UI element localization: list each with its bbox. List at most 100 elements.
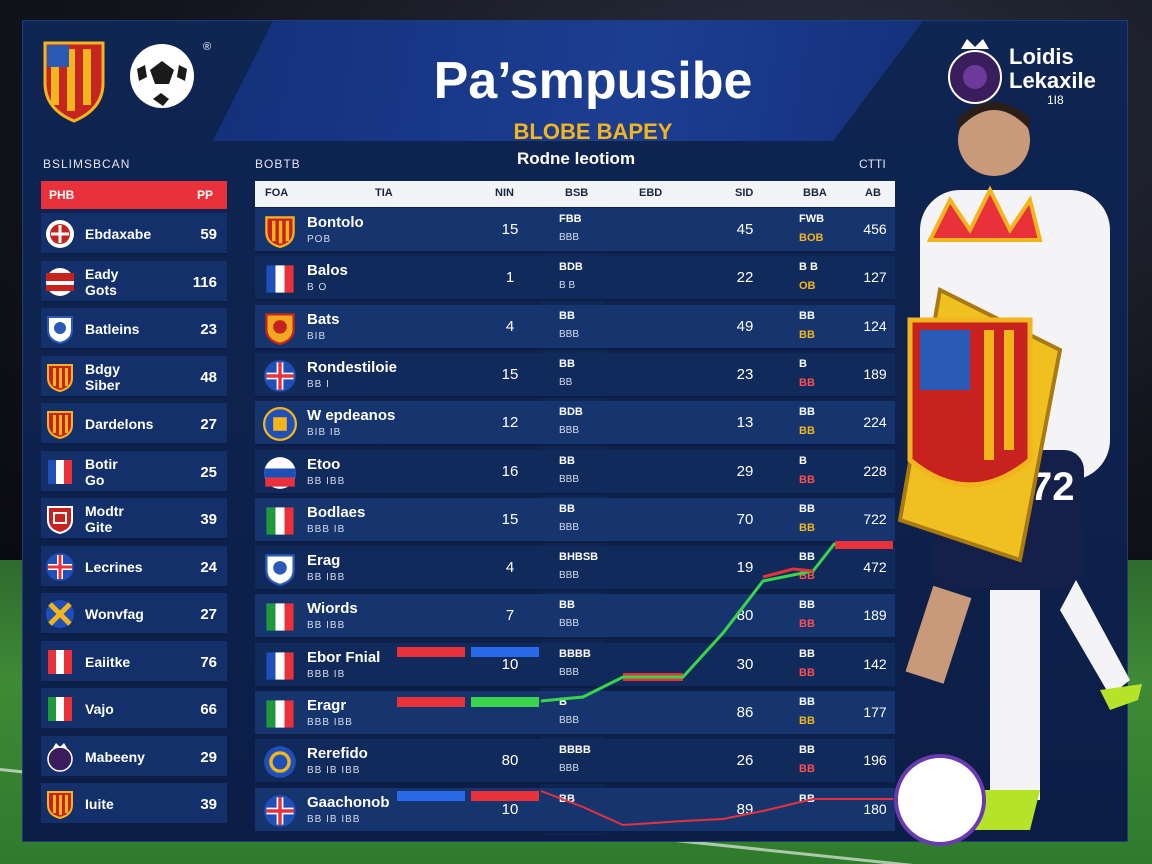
cell-goals: 30 bbox=[736, 655, 754, 673]
cell-points: 224 bbox=[863, 414, 887, 431]
cell-form-top: BB bbox=[799, 551, 815, 564]
left-table-row[interactable]: Lecrines 24 bbox=[41, 545, 227, 588]
table-row[interactable]: Balos B O 1 BDB B B 22 B B OB 127 bbox=[255, 256, 895, 302]
cell-form-bottom: BOB bbox=[799, 232, 824, 244]
cell-played: 16 bbox=[501, 462, 519, 480]
club-crest-icon bbox=[43, 41, 105, 123]
main-table-title: Rodne leotiom bbox=[517, 149, 636, 168]
col-header: SID bbox=[735, 187, 754, 199]
left-table-row[interactable]: Ebdaxabe 59 bbox=[41, 213, 227, 255]
left-table-row[interactable]: Wonvfag 27 bbox=[41, 593, 227, 635]
left-table-row[interactable]: Eaiitke 76 bbox=[41, 640, 227, 683]
cell-points: 456 bbox=[863, 221, 887, 237]
cell-points: 177 bbox=[863, 704, 887, 720]
left-table-row[interactable]: Iuite 39 bbox=[41, 783, 227, 825]
table-row[interactable]: Etoo BB IBB 16 BB BBB 29 B BB 228 bbox=[255, 449, 895, 495]
table-row[interactable]: Bodlaes BBB IB 15 BB BBB 70 BB BB 722 bbox=[255, 497, 895, 543]
page-title: Pa’smpusibe bbox=[433, 52, 753, 110]
cell-played: 15 bbox=[501, 221, 519, 238]
cell-points: 722 bbox=[863, 510, 887, 527]
team-value: 29 bbox=[200, 748, 217, 766]
cell-form-bottom: BB bbox=[799, 521, 815, 534]
col-header: BBA bbox=[803, 187, 827, 199]
col-header: AB bbox=[865, 187, 881, 199]
table-row[interactable]: Rondestiloie BB I 15 BB BB 23 B BB 189 bbox=[255, 352, 895, 398]
team-name: Balos bbox=[307, 262, 348, 280]
cell-points: 189 bbox=[863, 365, 887, 382]
cell-goals: 70 bbox=[736, 510, 754, 528]
cell-form-bottom: BB bbox=[799, 715, 815, 727]
left-table-row[interactable]: Bdgy Siber 48 bbox=[41, 355, 227, 398]
team-value: 76 bbox=[200, 653, 217, 671]
table-row[interactable]: Rerefido BB IB IBB 80 BBBB BBB 26 BB BB 196 bbox=[255, 739, 895, 785]
cell-form-top: BB bbox=[799, 309, 815, 322]
cell-stat-top: BB bbox=[559, 309, 575, 322]
team-name: Bats bbox=[307, 310, 340, 328]
team-subtext: BIB bbox=[307, 330, 327, 342]
team-flag-icon bbox=[263, 794, 297, 828]
cell-stat-bottom: B B bbox=[559, 280, 576, 292]
team-name: Wonvfag bbox=[85, 606, 144, 622]
team-subtext: BB IBB bbox=[307, 620, 346, 632]
cell-goals: 23 bbox=[736, 365, 754, 383]
left-head-left: PHB bbox=[49, 188, 75, 202]
team-value: 39 bbox=[200, 796, 217, 813]
team-name: Vajo bbox=[85, 701, 114, 717]
left-table-row[interactable]: Dardelons 27 bbox=[41, 403, 227, 445]
team-name: Batleins bbox=[85, 321, 140, 337]
team-subtext: BB IBB bbox=[307, 572, 346, 584]
team-flag-icon bbox=[263, 600, 297, 634]
cell-stat-bottom: BBB bbox=[559, 521, 580, 533]
cell-points: 127 bbox=[863, 269, 887, 286]
team-name: Modtr Gite bbox=[85, 503, 124, 535]
bar-overlay bbox=[471, 647, 539, 657]
cell-form-top: BB bbox=[799, 647, 815, 660]
main-panel-label: BOBTB bbox=[255, 157, 301, 171]
team-name: Ebor Fnial bbox=[307, 648, 381, 666]
bar-overlay bbox=[471, 791, 539, 801]
left-table-row[interactable]: Eady Gots 116 bbox=[41, 260, 227, 303]
table-row[interactable]: Ebor Fnial BBB IB 10 BBBB BBB 30 BB BB 142 bbox=[255, 642, 895, 688]
left-table-row[interactable]: Botir Go 25 bbox=[41, 450, 227, 493]
cell-form-bottom: BB bbox=[799, 425, 815, 438]
registered-mark: ® bbox=[203, 41, 212, 53]
col-header: TIA bbox=[375, 187, 393, 199]
team-value: 27 bbox=[200, 416, 217, 433]
team-flag-icon bbox=[263, 504, 297, 538]
team-subtext: BB IB IBB bbox=[307, 813, 361, 825]
left-table-row[interactable]: Batleins 23 bbox=[41, 308, 227, 350]
col-header: FOA bbox=[265, 187, 289, 199]
cell-stat-bottom: BBB bbox=[559, 618, 580, 630]
team-badge-icon bbox=[45, 694, 75, 724]
table-row[interactable]: Bats BIB 4 BB BBB 49 BB BB 124 bbox=[255, 304, 895, 350]
team-badge-icon bbox=[45, 362, 75, 392]
trend-line-green bbox=[540, 542, 837, 703]
team-value: 27 bbox=[200, 606, 217, 623]
cell-form-bottom: BB bbox=[799, 666, 815, 679]
team-name: Lecrines bbox=[85, 558, 143, 575]
team-flag-icon bbox=[263, 214, 297, 249]
cell-form-bottom: BB bbox=[799, 473, 815, 486]
cell-form-bottom: BB bbox=[799, 376, 815, 389]
col-header: EBD bbox=[639, 187, 663, 199]
team-subtext: BB IBB bbox=[307, 475, 346, 487]
left-table-header: PHB PP bbox=[41, 181, 227, 209]
header-band bbox=[213, 21, 923, 141]
table-row[interactable]: Gaachonob BB IB IBB 10 BB 89 BB 180 bbox=[255, 787, 895, 833]
left-table-row[interactable]: Vajo 66 bbox=[41, 688, 227, 730]
table-row[interactable]: Erag BB IBB 4 BHBSB BBB 19 BB BB 472 bbox=[255, 546, 895, 592]
cell-goals: 29 bbox=[736, 462, 754, 480]
cell-points: 472 bbox=[863, 559, 887, 576]
left-table-row[interactable]: Modtr Gite 39 bbox=[41, 498, 227, 540]
team-badge-icon bbox=[45, 409, 75, 440]
table-row[interactable]: Wiords BB IBB 7 BB BBB 80 BB BB 189 bbox=[255, 594, 895, 640]
team-value: 24 bbox=[200, 558, 217, 576]
left-table-row[interactable]: Mabeeny 29 bbox=[41, 735, 227, 778]
cell-stat-bottom: BB bbox=[559, 376, 573, 388]
table-row[interactable]: W epdeanos BIB IB 12 BDB BBB 13 BB BB 224 bbox=[255, 401, 895, 447]
main-panel-right-label: CTTI bbox=[859, 157, 886, 171]
cell-played: 1 bbox=[505, 269, 515, 287]
table-row[interactable]: Bontolo POB 15 FBB BBB 45 FWB BOB 456 bbox=[255, 208, 895, 253]
bar-overlay bbox=[471, 697, 539, 707]
team-flag-icon bbox=[263, 745, 297, 779]
